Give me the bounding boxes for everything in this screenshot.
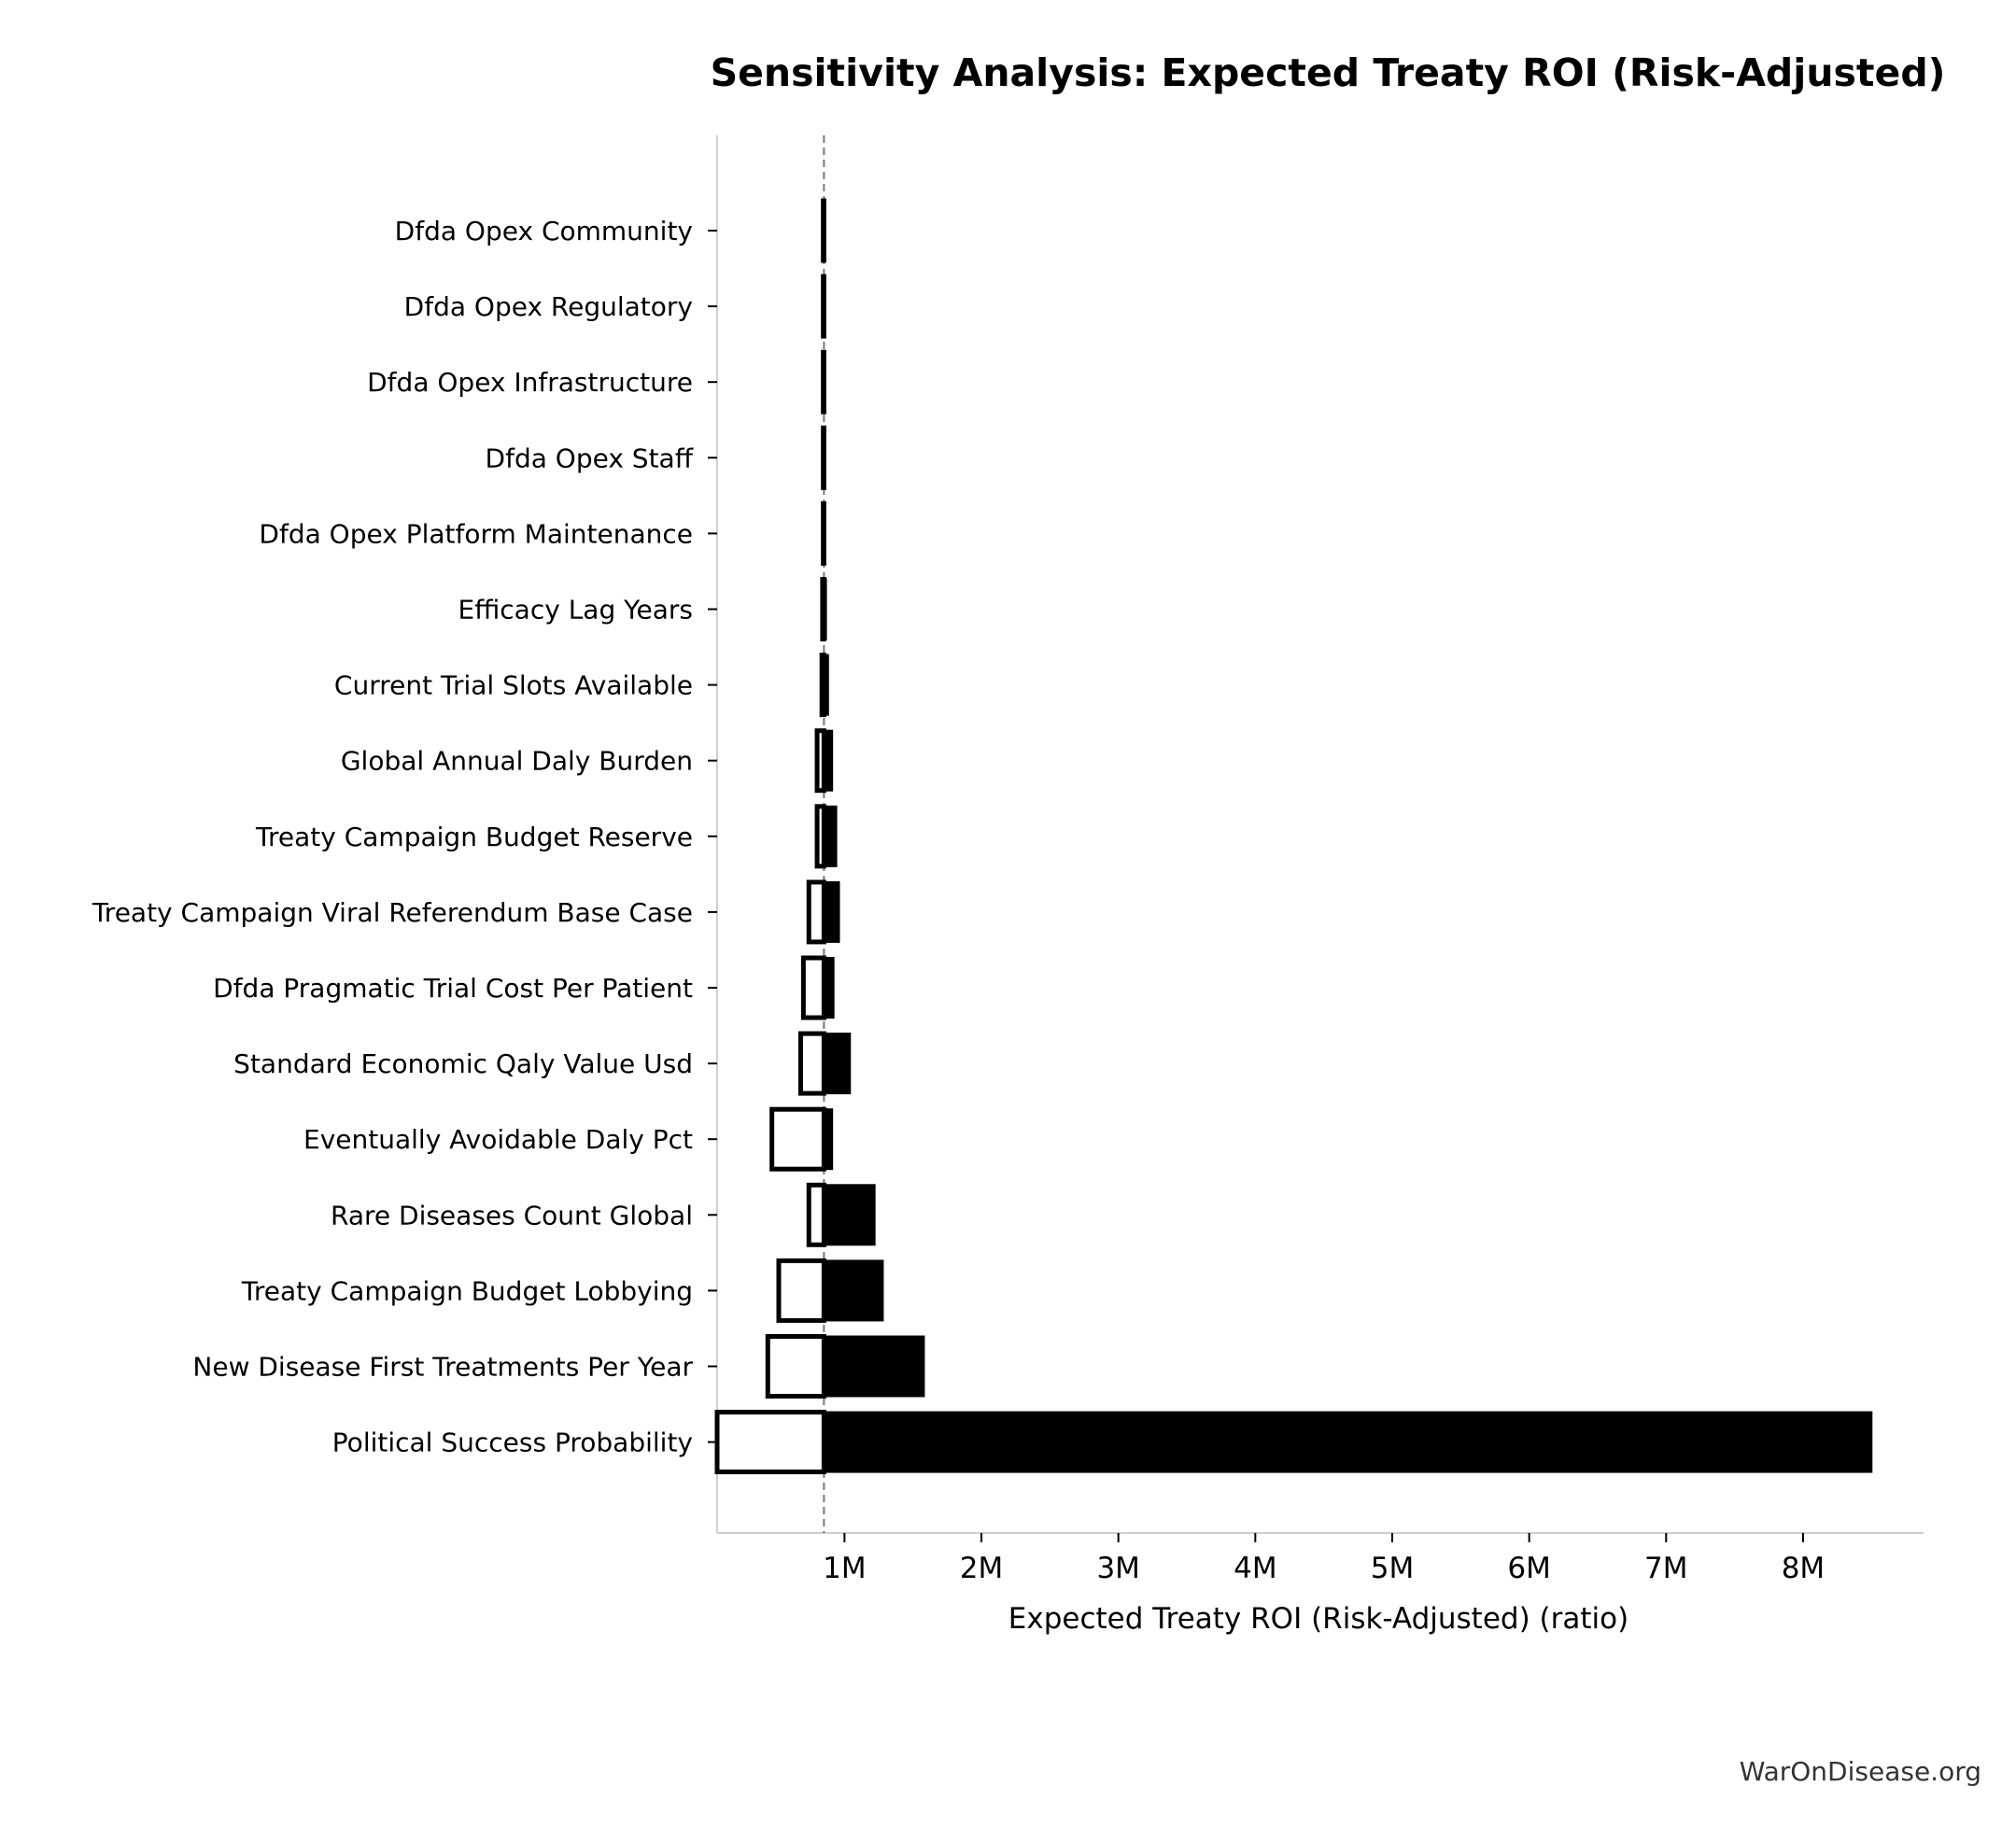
category-label: Dfda Opex Staff (486, 443, 694, 473)
bar-high (823, 427, 826, 489)
x-axis-label: Expected Treaty ROI (Risk-Adjusted) (rat… (1008, 1602, 1628, 1636)
bar-low (765, 1334, 826, 1399)
x-tick-label: 1M (823, 1552, 866, 1585)
bar-high (823, 805, 838, 867)
x-tick-label: 6M (1507, 1552, 1550, 1585)
bar-high (823, 880, 840, 943)
bar-low (814, 804, 826, 869)
x-tick-label: 7M (1644, 1552, 1687, 1585)
bar-low (776, 1258, 826, 1323)
bar-low (769, 1106, 826, 1172)
x-tick-label: 3M (1096, 1552, 1139, 1585)
category-label: Treaty Campaign Viral Referendum Base Ca… (92, 897, 693, 928)
bar-low (714, 1410, 826, 1475)
bar-high (823, 957, 835, 1019)
category-label: Treaty Campaign Budget Lobbying (241, 1275, 693, 1306)
bar-high (823, 654, 829, 716)
bar-high (823, 200, 826, 261)
bar-high (823, 1335, 925, 1398)
category-label: Treaty Campaign Budget Reserve (255, 822, 693, 852)
bar-high (823, 1259, 884, 1322)
category-label: Dfda Pragmatic Trial Cost Per Patient (213, 973, 693, 1004)
watermark: WarOnDisease.org (1740, 1756, 1981, 1787)
bar-low (797, 1031, 826, 1096)
bar-high (823, 1184, 876, 1246)
bar-high (823, 275, 826, 338)
x-tick-label: 4M (1234, 1552, 1276, 1585)
category-label: Dfda Opex Infrastructure (367, 367, 693, 398)
chart-title: Sensitivity Analysis: Expected Treaty RO… (711, 50, 1946, 95)
x-tick-label: 2M (960, 1552, 1003, 1585)
category-label: Efficacy Lag Years (458, 595, 693, 626)
x-tick-label: 5M (1371, 1552, 1414, 1585)
bar-high (823, 351, 826, 414)
category-label: Dfda Opex Platform Maintenance (259, 518, 693, 549)
category-label: Rare Diseases Count Global (331, 1200, 693, 1230)
category-label: Global Annual Daly Burden (341, 746, 693, 777)
category-label: Eventually Avoidable Daly Pct (303, 1124, 693, 1155)
bar-high (823, 1411, 1873, 1473)
bar-low (800, 955, 826, 1020)
category-label: New Disease First Treatments Per Year (192, 1352, 693, 1383)
bar-high (823, 502, 826, 565)
x-tick-label: 8M (1782, 1552, 1825, 1585)
category-label: Political Success Probability (332, 1427, 693, 1458)
category-label: Dfda Opex Community (395, 216, 693, 246)
plot-area: Dfda Opex Community Dfda Opex Regulatory D… (92, 135, 1924, 1585)
bar-low (806, 879, 826, 945)
bar-high (823, 1033, 852, 1095)
category-label: Dfda Opex Regulatory (404, 291, 693, 322)
bar-high (823, 729, 834, 792)
bar-high (823, 578, 827, 640)
category-label: Standard Economic Qaly Value Usd (233, 1048, 693, 1079)
bar-low (814, 728, 826, 794)
bar-low (806, 1182, 826, 1247)
bar-high (823, 1108, 834, 1171)
category-label: Current Trial Slots Available (334, 670, 693, 701)
